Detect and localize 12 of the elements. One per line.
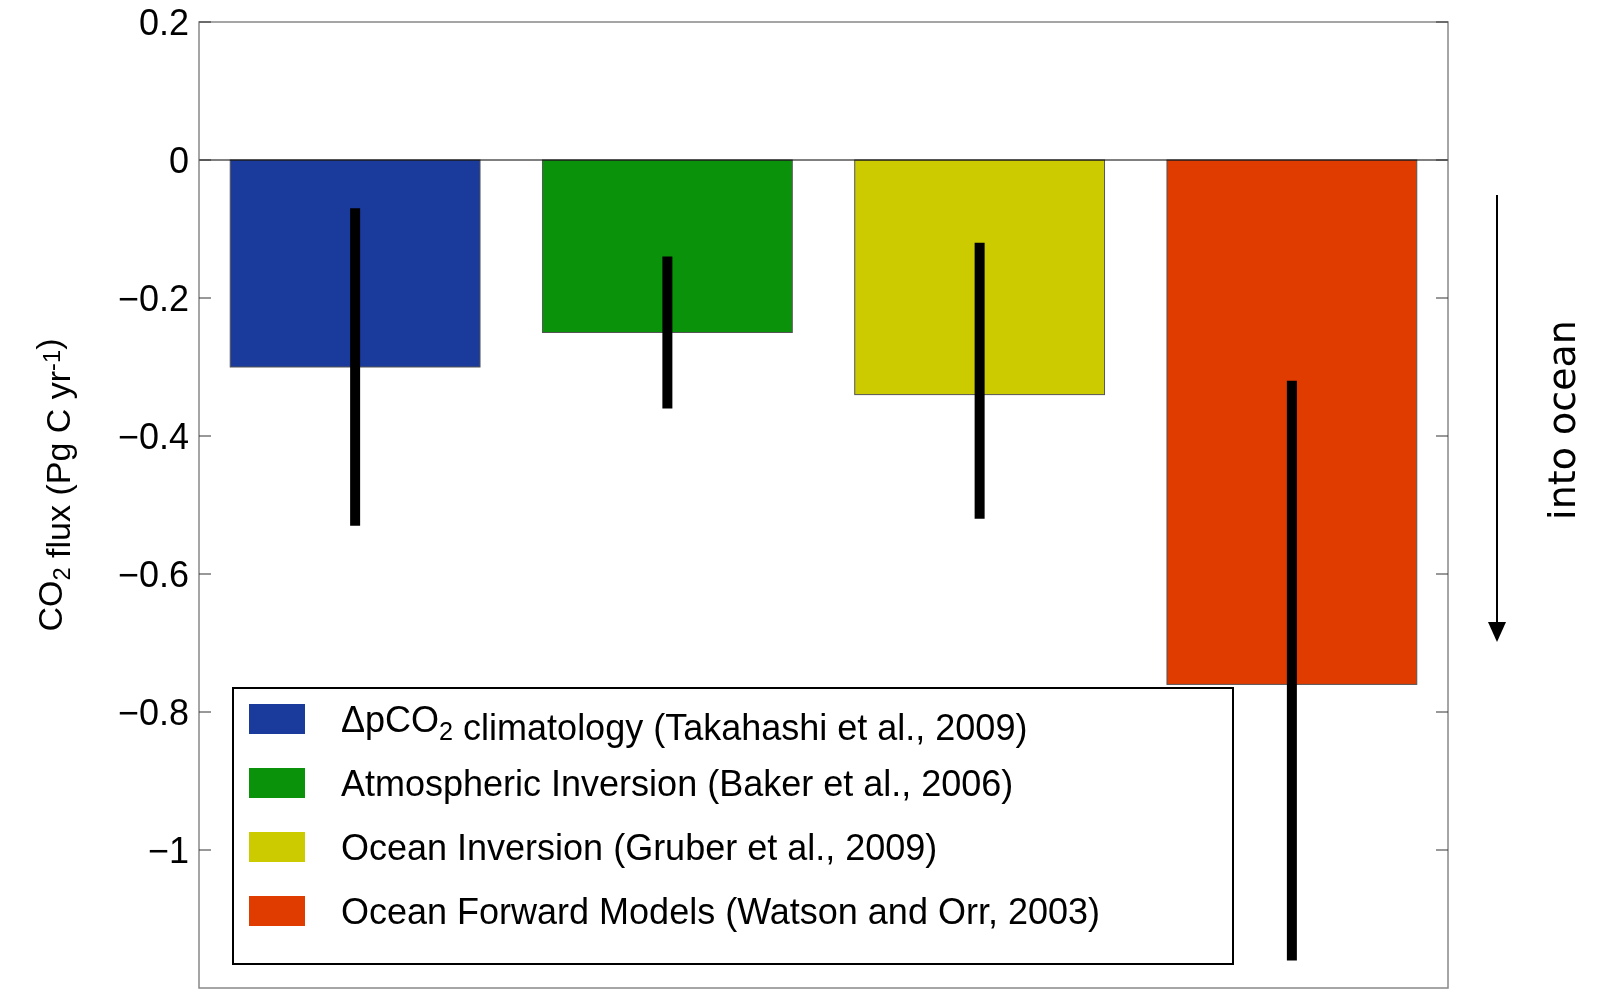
y-tick-label: −0.2 — [117, 277, 189, 319]
legend-label: ΔpCO$_{2}$ climatology (Takahashi et al., 2009) — [341, 698, 1028, 748]
text: into ocean — [1540, 320, 1584, 520]
legend-label: Ocean Forward Models (Watson and Orr, 2003) — [341, 890, 1100, 932]
y-tick-label: 0.2 — [138, 1, 189, 43]
legend-label: Ocean Inversion (Gruber et al., 2009) — [341, 826, 938, 868]
y-tick-label: −0.6 — [117, 553, 189, 595]
y-tick-label: −0.8 — [117, 691, 189, 733]
y-tick-label: −1 — [147, 829, 189, 871]
legend-label: Atmospheric Inversion (Baker et al., 2006) — [341, 762, 1014, 804]
y-tick-label: −0.4 — [117, 415, 189, 457]
y-tick-label: 0 — [168, 139, 189, 181]
